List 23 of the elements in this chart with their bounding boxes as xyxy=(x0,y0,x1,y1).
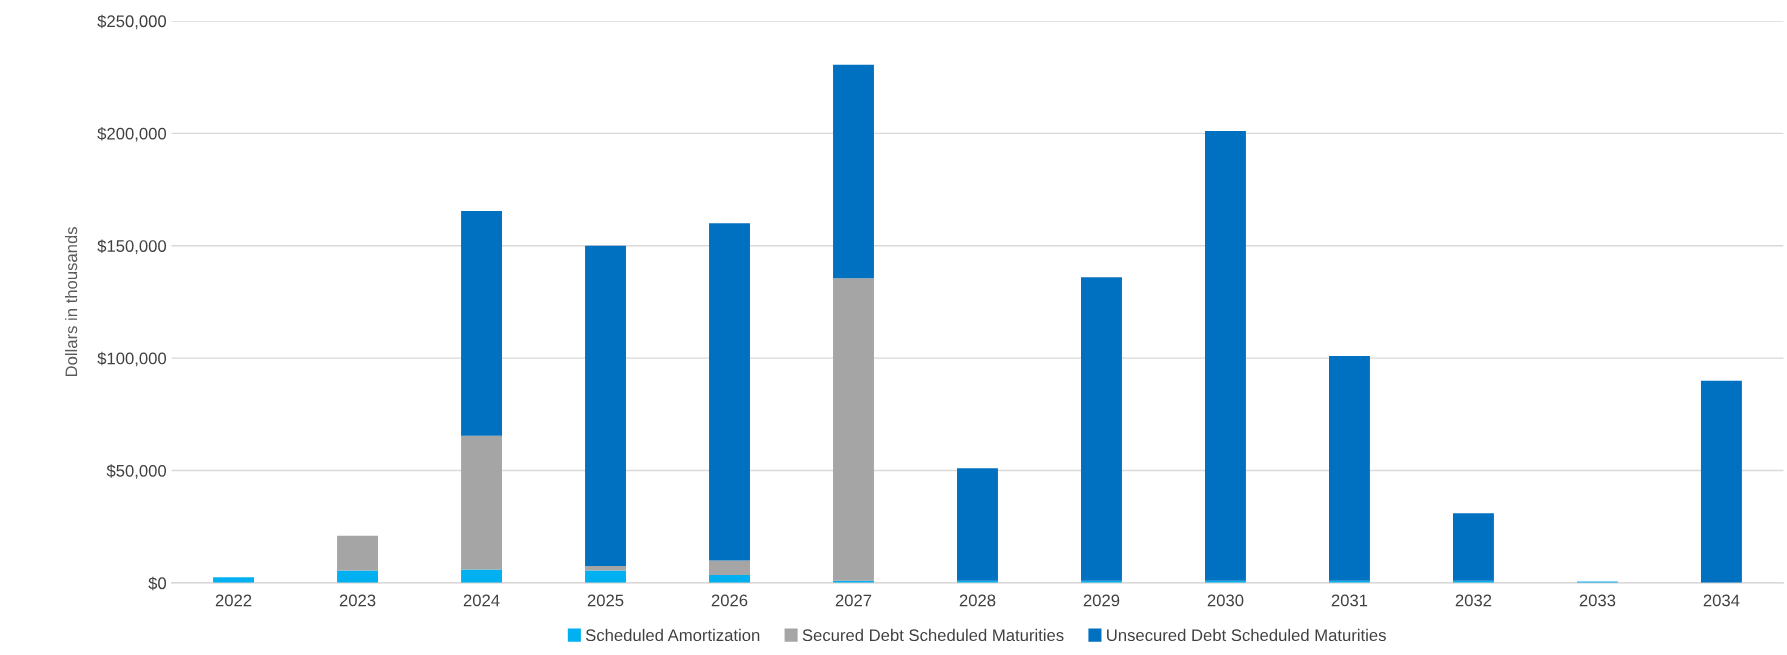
y-tick-label: $200,000 xyxy=(97,127,167,142)
y-tick-label: $100,000 xyxy=(97,351,167,367)
y-tick-label: $150,000 xyxy=(97,239,167,254)
x-tick-label: 2029 xyxy=(1083,594,1120,607)
x-tick-label: 2034 xyxy=(1703,594,1740,607)
x-tick-label: 2024 xyxy=(463,594,500,607)
legend-label: Scheduled Amortization xyxy=(585,628,760,642)
y-tick-label: $250,000 xyxy=(97,14,167,30)
legend-label: Secured Debt Scheduled Maturities xyxy=(802,628,1064,642)
x-tick-label: 2031 xyxy=(1331,594,1368,607)
y-tick-label: $50,000 xyxy=(106,464,167,479)
x-tick-label: 2032 xyxy=(1455,594,1492,607)
y-tick-label: $0 xyxy=(148,576,167,591)
x-tick-label: 2026 xyxy=(711,594,748,607)
y-axis-title: Dollars in thousands xyxy=(64,227,78,377)
x-tick-label: 2033 xyxy=(1579,594,1616,607)
x-tick-label: 2025 xyxy=(587,594,624,607)
x-tick-label: 2027 xyxy=(835,594,872,607)
x-tick-label: 2028 xyxy=(959,594,996,607)
x-tick-label: 2030 xyxy=(1207,594,1244,607)
legend-label: Unsecured Debt Scheduled Maturities xyxy=(1107,628,1386,642)
x-tick-label: 2023 xyxy=(339,594,376,607)
x-tick-label: 2022 xyxy=(215,594,252,607)
